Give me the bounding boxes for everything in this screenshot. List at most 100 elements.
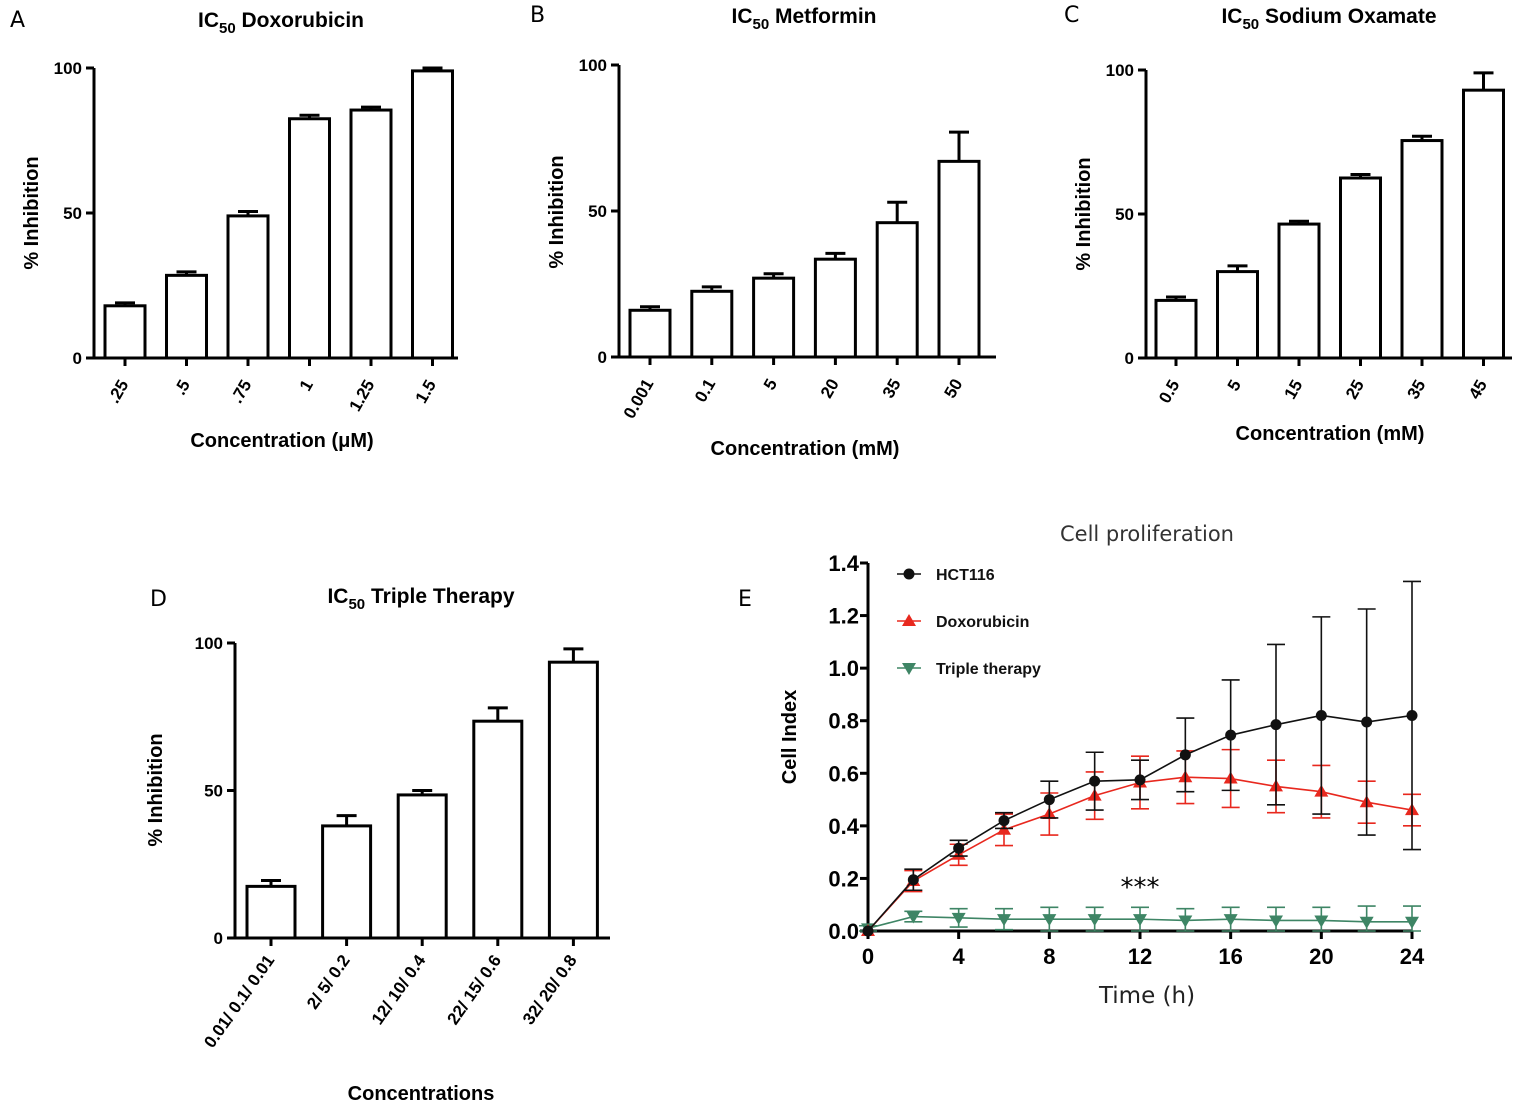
bar <box>937 159 981 359</box>
title-subscript: 50 <box>1242 16 1259 33</box>
bar <box>813 257 857 359</box>
series-triple-therapy <box>859 905 1421 936</box>
bar <box>411 69 454 360</box>
data-point <box>906 911 921 924</box>
x-tick-label: 25 <box>1342 377 1368 403</box>
data-point <box>1406 709 1418 721</box>
title-main: IC <box>731 5 752 28</box>
data-point <box>862 925 874 937</box>
y-tick-label: 1.0 <box>828 656 859 681</box>
chart-title: Cell proliferation <box>1060 522 1234 546</box>
title-subscript: 50 <box>348 596 365 613</box>
title-subscript: 50 <box>219 20 236 37</box>
panel-E: E Cell proliferation 0.0 0.2 0.4 0.6 0.8 1.0 1.2… <box>738 522 1425 1009</box>
x-tick-label: 12/ 10/ 0.4 <box>368 951 430 1028</box>
x-tick-label: 2/ 5/ 0.2 <box>303 951 354 1012</box>
x-tick-label: 15 <box>1281 377 1307 403</box>
chart-title: IC50 Doxorubicin <box>198 9 364 37</box>
x-tick-label: .5 <box>170 377 194 399</box>
bar <box>1216 270 1259 360</box>
data-point <box>953 842 965 854</box>
panel-letter: E <box>738 587 752 612</box>
panel-letter: A <box>10 8 25 33</box>
bar <box>1154 298 1198 360</box>
y-axis-title: % Inhibition <box>546 155 568 268</box>
bar <box>103 304 147 360</box>
y-tick-label: 0 <box>214 929 223 948</box>
y-tick-label: 100 <box>1106 61 1134 80</box>
bar <box>472 719 524 940</box>
bar <box>321 824 373 940</box>
bar <box>875 221 919 359</box>
data-point <box>1405 916 1419 929</box>
significance-annotation: *** <box>1121 873 1160 903</box>
bar <box>288 117 331 360</box>
y-tick-label: 0.4 <box>828 814 859 839</box>
x-tick-label: 24 <box>1400 944 1425 969</box>
y-tick-label: 0.6 <box>828 761 859 786</box>
y-tick-label: 0.2 <box>828 866 859 891</box>
bar <box>396 793 448 940</box>
y-tick-label: 100 <box>579 56 607 75</box>
x-axis-title: Concentration (mM) <box>1236 423 1425 445</box>
x-axis-title: Concentrations <box>348 1083 495 1105</box>
x-axis-title: Concentration (mM) <box>711 438 900 460</box>
panel-letter: B <box>530 3 545 28</box>
x-tick-label: 0.1 <box>691 376 719 406</box>
bar <box>349 108 393 360</box>
data-point <box>1361 716 1373 728</box>
data-point <box>1043 794 1055 806</box>
x-tick-label: .25 <box>104 377 132 407</box>
data-point <box>1270 719 1282 731</box>
y-tick-label: 50 <box>1115 205 1134 224</box>
title-rest: Metformin <box>769 5 876 28</box>
x-tick-label: 5 <box>1224 377 1245 395</box>
panel-letter: D <box>150 587 167 612</box>
data-point <box>1225 729 1237 741</box>
y-tick-label: 0 <box>73 349 82 368</box>
x-tick-label: 0.001 <box>620 376 658 422</box>
legend-marker <box>903 568 915 580</box>
data-point <box>1223 914 1238 927</box>
x-tick-label: 50 <box>941 376 967 402</box>
bar <box>1462 88 1505 360</box>
y-axis-title: % Inhibition <box>21 156 43 269</box>
x-tick-label: .75 <box>227 377 255 407</box>
data-point <box>997 914 1011 927</box>
data-point <box>1087 914 1102 927</box>
title-main: IC <box>198 9 219 32</box>
x-tick-label: 12 <box>1128 944 1152 969</box>
bar <box>752 276 796 359</box>
x-tick-label: 0.01/ 0.1/ 0.01 <box>200 951 278 1051</box>
title-subscript: 50 <box>752 16 769 33</box>
data-point <box>1315 709 1327 721</box>
data-point <box>1359 916 1374 929</box>
y-axis-title: Cell Index <box>779 690 801 784</box>
data-point <box>1089 775 1101 787</box>
chart-title: IC50 Metformin <box>731 5 876 33</box>
bar <box>547 660 599 940</box>
legend: HCT116 Doxorubicin Triple therapy <box>897 567 1041 678</box>
x-tick-label: 20 <box>1309 944 1333 969</box>
x-tick-label: 8 <box>1043 944 1055 969</box>
x-tick-label: 20 <box>817 376 843 402</box>
y-axis-title: % Inhibition <box>1073 157 1095 270</box>
data-point <box>1042 914 1057 927</box>
x-tick-label: 0.5 <box>1155 377 1183 407</box>
legend-marker <box>902 614 916 626</box>
y-tick-label: 50 <box>204 782 223 801</box>
chart-title: IC50 Sodium Oxamate <box>1221 5 1436 33</box>
data-point <box>1179 749 1191 761</box>
data-point <box>907 874 919 886</box>
bar <box>165 273 208 360</box>
data-point <box>1314 915 1329 928</box>
y-tick-label: 1.4 <box>828 551 859 576</box>
bar <box>245 884 297 940</box>
x-tick-label: 1.5 <box>412 377 440 407</box>
x-tick-label: 1 <box>296 377 317 395</box>
y-tick-label: 100 <box>54 59 82 78</box>
